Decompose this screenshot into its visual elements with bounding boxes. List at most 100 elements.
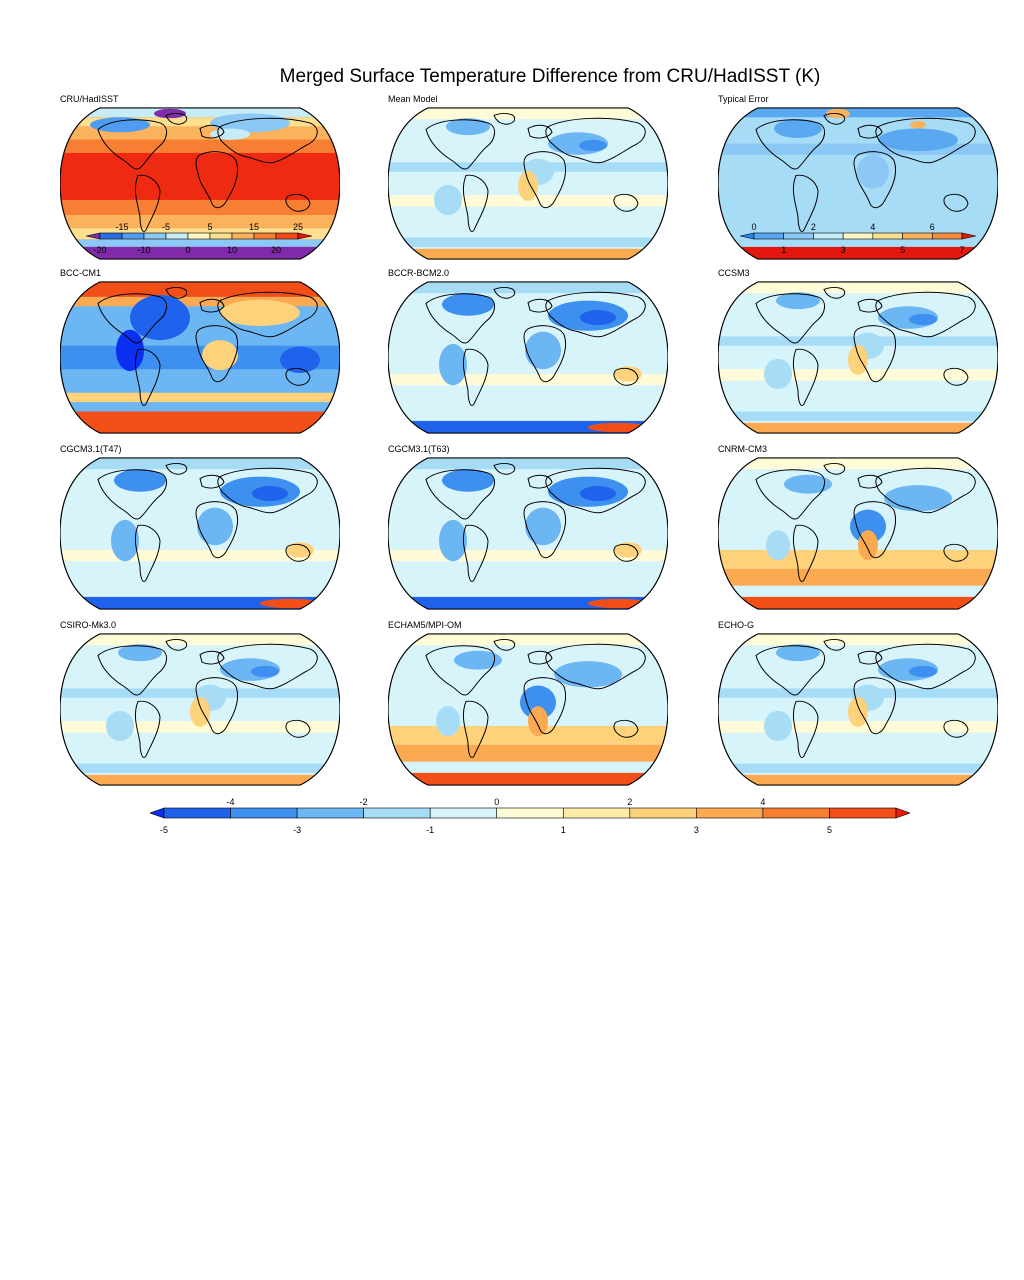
field-band-0 [388,457,668,470]
cb-main-swatch-7 [562,807,631,819]
cb-err-swatch-7 [931,232,963,240]
field-blob-4 [439,343,467,386]
coastline-2 [165,287,188,299]
cb-main-top-label: 2 [627,797,632,807]
field-blob-1 [554,661,622,688]
coastline-5 [545,291,646,338]
cb-main-swatch-2 [230,807,298,819]
field-blob-4 [280,346,320,373]
coastline-6 [943,719,969,738]
cb-main-bottom-label: -1 [426,825,434,835]
field-blob-3 [210,128,250,140]
coastline-4 [523,501,567,559]
coastline-0 [755,293,825,344]
field-blob-0 [442,293,494,316]
cb-abs-bottom-label: -20 [93,245,106,255]
cb-main-bottom-label: 5 [827,825,832,835]
coastline-6 [613,543,639,562]
coastline-6 [943,193,969,212]
coastline-2 [493,463,516,475]
field-blob-0 [442,469,494,492]
field-blob-0 [774,119,822,138]
field-blob-4 [111,519,139,562]
coastline-2 [165,463,188,475]
coastline-3 [857,298,883,313]
cb-abs-swatch-8 [253,232,277,240]
field-blob-4 [190,696,210,727]
cb-err-top-label: 4 [870,222,875,232]
field-band-6 [60,214,340,229]
cb-main-swatch-3 [296,807,364,819]
cb-abs-swatch-9 [275,232,299,240]
field-blob-5 [764,358,792,389]
field-blob-1 [884,485,952,512]
cb-abs-swatch-3 [143,232,167,240]
field-blob-2 [850,509,886,544]
coastline-4 [523,677,567,735]
field-band-0 [60,457,340,470]
coastline-2 [165,639,188,651]
coastline-6 [613,367,639,386]
field-blob-2 [909,665,937,678]
field-blob-1 [878,128,958,152]
coastline-3 [857,474,883,489]
coastline-1 [134,348,161,406]
coastline-3 [527,124,553,139]
field-blob-4 [439,519,467,562]
field-blob-0 [118,644,162,662]
field-band-4 [718,422,998,434]
map-panel: Mean Model [388,94,668,260]
field-blob-0 [130,295,190,341]
panel-label: BCC-CM1 [60,268,102,278]
coastline-1 [792,700,819,758]
field-blob-2 [251,665,279,678]
field-blob-5 [614,366,642,382]
map-outline [718,281,998,434]
field-band-1 [718,143,998,155]
field-band-5 [60,199,340,215]
field-blob-3 [525,331,561,370]
field-blob-0 [454,650,502,670]
cb-abs-bottom-label: 0 [185,245,190,255]
field-blob-2 [220,299,300,327]
field-band-0 [60,633,340,646]
field-blob-0 [114,469,166,492]
cb-abs-top-label: 5 [207,222,212,232]
map-outline [60,633,340,786]
panel-label: CSIRO-Mk3.0 [60,620,117,630]
field-band-4 [388,248,668,260]
coastline-5 [875,291,976,338]
panel-label: CNRM-CM3 [718,444,767,454]
coastline-4 [195,151,239,209]
field-band-2 [718,246,998,260]
field-band-3 [60,139,340,153]
cb-err-bottom-label: 3 [841,245,846,255]
field-band-3 [60,392,340,403]
figure-title: Merged Surface Temperature Difference fr… [279,66,821,87]
field-band-1 [718,549,998,569]
panel-label: Mean Model [388,94,438,104]
field-band-3 [388,772,668,786]
coastline-0 [97,469,167,520]
panel-label: CGCM3.1(T47) [60,444,122,454]
cb-main-swatch-6 [496,807,564,819]
map-outline [718,107,998,260]
colorbar-main-svg: -4 -2 0 2 4 -5 -3 -1 1 3 5 [149,797,911,835]
panel-label: CRU/HadISST [60,94,119,104]
robinson-map [718,633,998,786]
field-blob-2 [857,154,889,189]
field-blob-4 [518,170,538,201]
field-blob-5 [614,542,642,558]
field-blob-2 [520,685,556,720]
coastline-2 [493,113,516,125]
coastline-5 [545,467,646,514]
coastline-4 [853,677,897,735]
colorbar-error-svg: 024681357 [739,222,994,255]
map-outline [60,107,340,260]
cb-abs-top-label: -15 [115,222,128,232]
map-panel: CCSM3 [718,268,998,434]
field-blob-6 [588,422,648,433]
map-outline [388,281,668,434]
